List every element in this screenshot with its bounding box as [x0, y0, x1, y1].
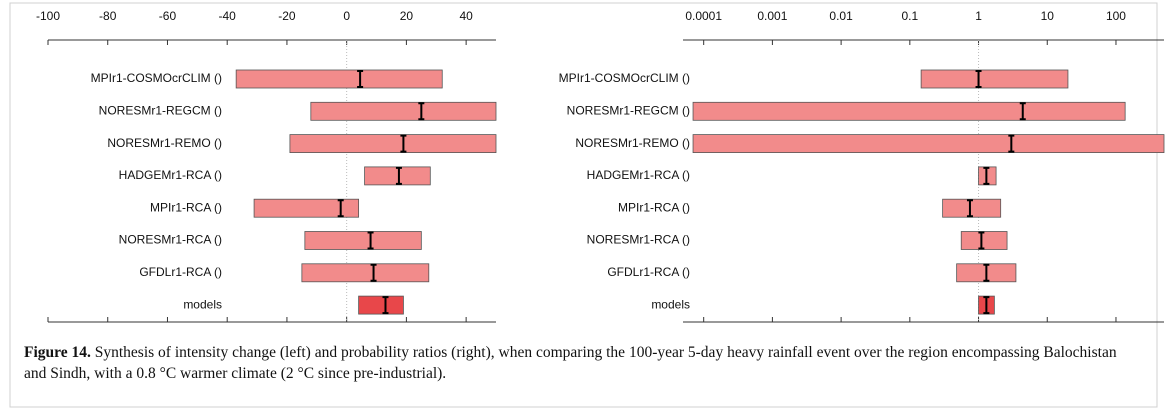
category-label: NORESMr1-REGCM () — [567, 103, 690, 117]
best-estimate — [978, 231, 985, 250]
category-label: HADGEMr1-RCA () — [119, 168, 222, 182]
x-tick-label: -80 — [99, 9, 117, 23]
category-label: NORESMr1-REGCM () — [99, 103, 222, 117]
x-tick-label: 0.01 — [829, 9, 853, 23]
best-estimate — [966, 199, 973, 218]
x-tick-label: 10 — [1041, 9, 1055, 23]
caption-label: Figure 14. — [24, 344, 91, 361]
category-label: models — [651, 297, 690, 311]
x-tick-label: -60 — [159, 9, 177, 23]
x-tick-label: 0.0001 — [685, 9, 722, 23]
x-tick-label: 40 — [459, 9, 473, 23]
category-label: NORESMr1-RCA () — [119, 233, 222, 247]
interval-bar — [364, 166, 431, 186]
category-label: MPIr1-RCA () — [150, 200, 222, 214]
caption-text: Synthesis of intensity change (left) and… — [24, 344, 1117, 382]
best-estimate — [337, 199, 344, 218]
x-tick-label: -40 — [219, 9, 237, 23]
interval-bar — [920, 69, 1069, 89]
category-label: NORESMr1-RCA () — [587, 233, 690, 247]
interval-bar — [960, 231, 1008, 250]
interval-bar — [358, 295, 404, 315]
x-tick-label: 0 — [343, 9, 350, 23]
category-label: NORESMr1-REMO () — [575, 136, 690, 150]
interval-bar — [942, 198, 1002, 218]
best-estimate — [975, 70, 982, 88]
interval-bar — [692, 134, 1165, 154]
best-estimate — [367, 231, 374, 250]
best-estimate — [400, 134, 407, 153]
category-label: HADGEMr1-RCA () — [587, 168, 690, 182]
category-label: MPIr1-COSMOcrCLIM () — [559, 71, 690, 85]
interval-bar — [253, 198, 360, 218]
best-estimate — [370, 263, 377, 282]
best-estimate — [382, 296, 389, 315]
x-tick-label: 0.001 — [757, 9, 787, 23]
interval-bar — [310, 101, 497, 121]
interval-bar — [692, 101, 1126, 121]
interval-bar — [301, 263, 430, 283]
figure-frame — [9, 2, 1158, 408]
best-estimate — [1008, 134, 1015, 153]
best-estimate — [357, 70, 364, 88]
x-tick-label: 0.1 — [901, 9, 918, 23]
x-tick-label: -20 — [278, 9, 296, 23]
x-tick-label: 1 — [975, 9, 982, 23]
best-estimate — [983, 166, 990, 185]
best-estimate — [395, 166, 402, 185]
x-tick-label: -100 — [36, 9, 60, 23]
interval-bar — [304, 231, 422, 250]
caption: Figure 14. Synthesis of intensity change… — [24, 342, 1134, 384]
category-label: GFDLr1-RCA () — [607, 265, 690, 279]
category-label: models — [183, 297, 222, 311]
best-estimate — [1019, 102, 1026, 121]
x-tick-label: 100 — [1106, 9, 1126, 23]
interval-bar — [289, 134, 497, 154]
best-estimate — [983, 296, 990, 315]
category-label: NORESMr1-REMO () — [107, 136, 222, 150]
category-label: MPIr1-RCA () — [618, 200, 690, 214]
interval-bar — [235, 69, 443, 89]
category-label: MPIr1-COSMOcrCLIM () — [91, 71, 222, 85]
best-estimate — [418, 102, 425, 121]
x-tick-label: 20 — [400, 9, 414, 23]
category-label: GFDLr1-RCA () — [139, 265, 222, 279]
best-estimate — [983, 263, 990, 282]
